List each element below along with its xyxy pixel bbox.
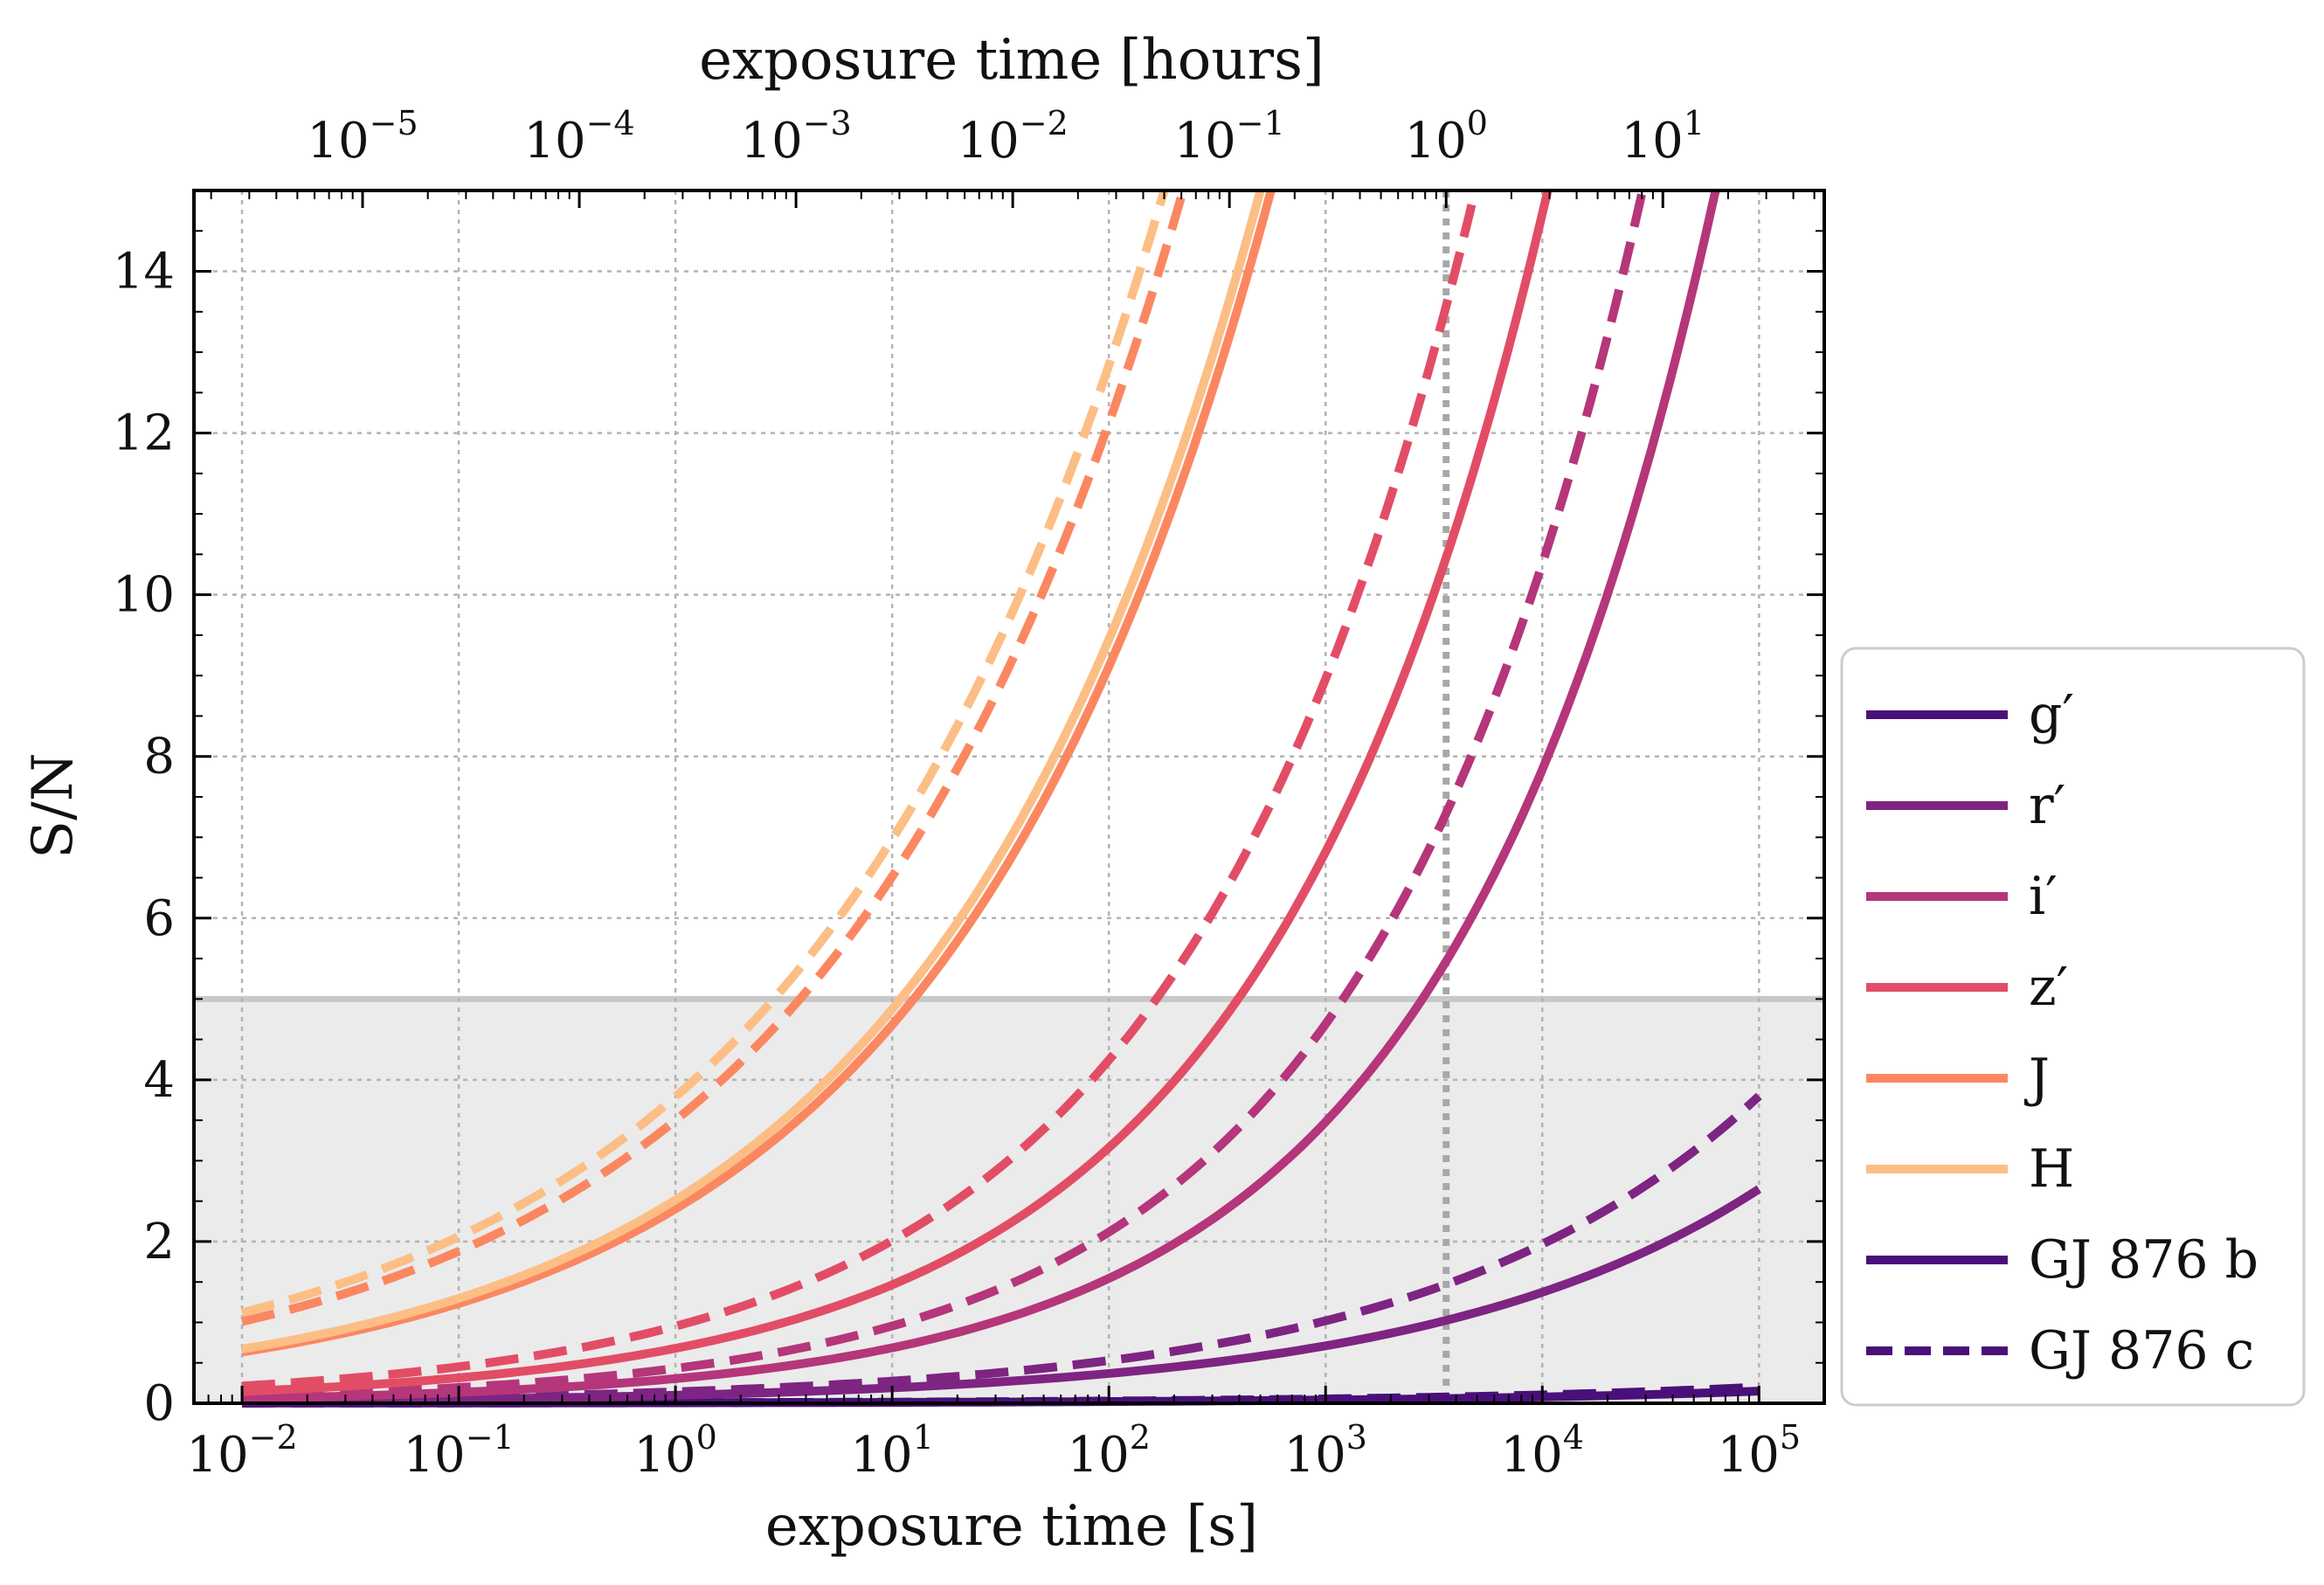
- x-axis-label: exposure time [s]: [765, 1494, 1258, 1559]
- legend-label: H: [2029, 1139, 2074, 1200]
- legend-label: GJ 876 b: [2029, 1229, 2258, 1291]
- x-top-tick-label: 100: [1405, 104, 1488, 170]
- x-tick-label: 105: [1718, 1418, 1801, 1484]
- y-tick-label: 10: [113, 567, 175, 624]
- series-line: [241, 189, 1553, 1396]
- legend-label: i′: [2029, 866, 2058, 927]
- x-tick-label: 103: [1284, 1418, 1367, 1484]
- x-axis-top-label: exposure time [hours]: [699, 28, 1325, 93]
- low-sn-shaded-region: [194, 999, 1824, 1403]
- y-tick-label: 4: [143, 1052, 175, 1109]
- legend-label: GJ 876 c: [2029, 1320, 2254, 1381]
- x-top-tick-label: 10−5: [307, 104, 418, 170]
- y-tick-label: 14: [113, 244, 175, 301]
- y-tick-label: 0: [143, 1375, 175, 1432]
- series-line: [241, 189, 1265, 1353]
- y-axis-label: S/N: [21, 752, 86, 858]
- series-line: [241, 189, 1276, 1357]
- series-line: [241, 189, 1480, 1391]
- legend-label: z′: [2029, 957, 2068, 1018]
- legend-label: r′: [2029, 775, 2065, 836]
- legend-label: g′: [2029, 684, 2074, 745]
- x-top-tick-label: 10−4: [523, 104, 634, 170]
- series-line: [241, 189, 1720, 1403]
- x-top-tick-label: 10−1: [1174, 104, 1285, 170]
- y-tick-label: 12: [113, 405, 175, 462]
- x-top-tick-label: 101: [1622, 104, 1705, 170]
- x-tick-label: 104: [1501, 1418, 1584, 1484]
- series-line: [241, 189, 1647, 1401]
- y-tick-label: 6: [143, 890, 175, 947]
- legend-frame: [1840, 647, 2306, 1407]
- x-tick-label: 10−2: [186, 1418, 297, 1484]
- x-top-tick-label: 10−3: [740, 104, 851, 170]
- series-line: [241, 1092, 1762, 1405]
- y-tick-label: 2: [143, 1214, 175, 1270]
- y-tick-label: 8: [143, 729, 175, 786]
- series-line: [240, 189, 1187, 1326]
- x-tick-label: 102: [1067, 1418, 1150, 1484]
- x-top-tick-label: 10−2: [957, 104, 1068, 170]
- x-tick-label: 100: [633, 1418, 716, 1484]
- x-tick-label: 101: [850, 1418, 933, 1484]
- series-line: [240, 189, 1169, 1318]
- x-tick-label: 10−1: [403, 1418, 514, 1484]
